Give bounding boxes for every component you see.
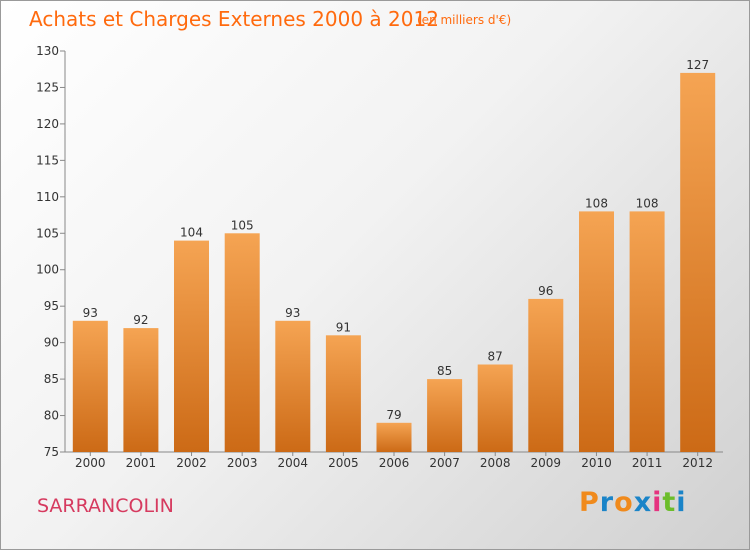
data-label-2006: 79 [386,408,401,422]
y-tick-label: 115 [36,153,59,167]
y-tick-label: 125 [36,80,59,94]
x-tick-label-2012: 2012 [682,456,713,470]
data-label-2009: 96 [538,284,553,298]
bar-2008 [477,364,513,452]
y-tick-label: 120 [36,117,59,131]
logo-letter: r [599,487,615,518]
bars [72,72,716,453]
bar-2004 [275,320,311,452]
x-tick-label-2000: 2000 [75,456,106,470]
data-label-2002: 104 [180,226,203,240]
x-tick-label-2006: 2006 [379,456,410,470]
x-tick-label-2009: 2009 [531,456,562,470]
data-label-2000: 93 [83,306,98,320]
bar-2001 [123,328,159,452]
data-label-2007: 85 [437,364,452,378]
data-label-2001: 92 [133,313,148,327]
x-tick-label-2008: 2008 [480,456,511,470]
data-label-2005: 91 [336,320,351,334]
proxiti-logo: Proxiti [579,487,687,518]
bar-2005 [325,335,361,452]
bar-2011 [629,211,665,452]
y-tick-label: 75 [44,445,59,459]
logo-letter: o [614,487,634,518]
logo-letter: i [652,487,663,518]
bar-2010 [579,211,614,452]
logo-letter: i [676,487,687,518]
y-tick-label: 90 [44,336,59,350]
logo-letter: t [662,487,677,518]
x-tick-label-2010: 2010 [581,456,612,470]
y-tick-label: 80 [44,409,59,423]
bar-2000 [72,320,108,452]
data-label-2012: 127 [686,58,709,72]
commune-name: SARRANCOLIN [37,495,174,517]
data-labels: 93 92 104 105 93 91 79 85 87 96 108 108 127 [83,58,709,422]
y-tick-label: 85 [44,372,59,386]
bar-2009 [528,298,564,452]
x-tick-label-2002: 2002 [176,456,207,470]
x-axis: 2000 2001 2002 2003 2004 2005 2006 2007 2008 2009… [65,451,723,470]
chart-subtitle: (en milliers d'€) [417,13,512,27]
data-label-2010: 108 [585,196,608,210]
bar-2007 [427,379,463,452]
chart-title: Achats et Charges Externes 2000 à 2012 [29,7,439,31]
data-label-2003: 105 [231,218,254,232]
y-tick-label: 100 [36,263,59,277]
data-label-2004: 93 [285,306,300,320]
y-tick-label: 95 [44,299,59,313]
x-tick-label-2011: 2011 [632,456,663,470]
bar-2002 [174,240,209,452]
bar-2006 [376,422,412,452]
x-tick-label-2001: 2001 [126,456,157,470]
x-tick-label-2005: 2005 [328,456,359,470]
data-label-2008: 87 [488,350,503,364]
bar-2003 [224,233,260,452]
y-axis: 75 80 85 90 95 100 105 110 115 120 125 130 [36,44,66,459]
logo-letter: x [633,487,653,518]
x-tick-label-2004: 2004 [278,456,309,470]
bar-2012 [680,72,716,453]
data-label-2011: 108 [636,196,659,210]
y-tick-label: 105 [36,226,59,240]
x-tick-label-2007: 2007 [429,456,460,470]
y-tick-label: 110 [36,190,59,204]
x-tick-label-2003: 2003 [227,456,258,470]
y-tick-label: 130 [36,44,59,58]
logo-letter: P [579,487,600,518]
